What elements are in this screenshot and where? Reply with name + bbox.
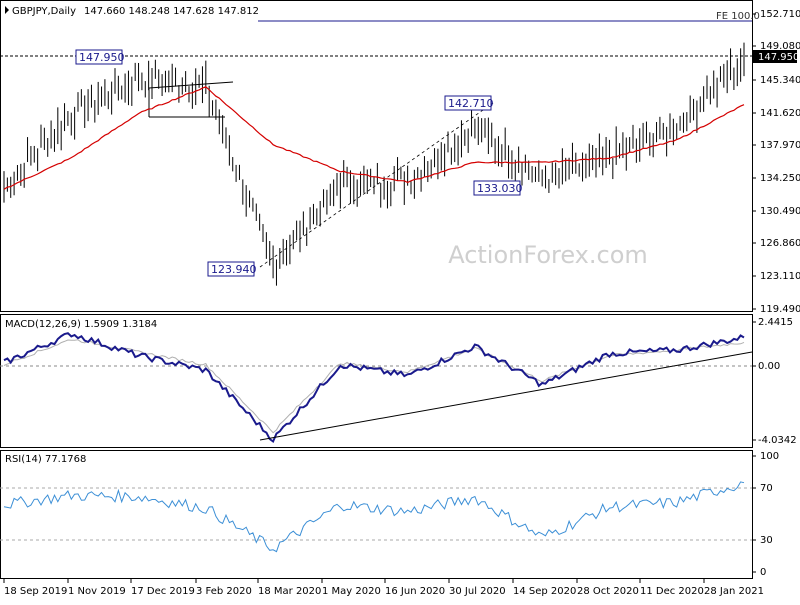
label-123940: 123.940 — [207, 261, 257, 277]
x-tick-label: 14 Sep 2020 — [513, 586, 576, 597]
x-tick-label: 30 Jul 2020 — [449, 586, 506, 597]
svg-text:142.710: 142.710 — [448, 97, 494, 110]
macd-panel-frame — [0, 314, 753, 448]
y-tick-label: 70 — [760, 483, 773, 494]
y-tick-label: 149.080 — [760, 41, 800, 52]
y-tick-label: 119.490 — [760, 304, 800, 315]
y-tick-label: 2.4415 — [758, 317, 793, 328]
y-tick-label: -4.0342 — [758, 435, 797, 446]
moving-average-line — [3, 86, 745, 190]
x-tick-label: 3 Feb 2020 — [196, 586, 252, 597]
y-tick-label: 137.970 — [760, 140, 800, 151]
y-tick-label: 145.340 — [760, 75, 800, 86]
macd-line — [3, 332, 745, 444]
y-tick-label: 30 — [760, 535, 773, 546]
svg-text:123.940: 123.940 — [211, 263, 257, 276]
label-133030: 133.030 — [473, 180, 523, 196]
svg-text:133.030: 133.030 — [477, 182, 523, 195]
x-tick-label: 18 Sep 2019 — [4, 586, 67, 597]
x-tick-label: 18 Mar 2020 — [258, 586, 321, 597]
y-tick-label: 0.00 — [758, 361, 780, 372]
y-tick-label: 134.250 — [760, 173, 800, 184]
x-tick-label: 1 Nov 2019 — [68, 586, 126, 597]
x-tick-label: 28 Jan 2021 — [704, 586, 764, 597]
macd-signal-line — [3, 339, 745, 434]
y-tick-label: 100 — [760, 451, 779, 462]
svg-text:147.660 148.248 147.628 147.81: 147.660 148.248 147.628 147.812 — [84, 6, 259, 17]
svg-text:147.950: 147.950 — [758, 52, 799, 63]
price-y-axis: 152.710 149.080 145.340 141.620 137.970 … — [752, 9, 800, 315]
x-tick-label: 16 Jun 2020 — [385, 586, 445, 597]
y-tick-label: 126.860 — [760, 238, 800, 249]
fe-label: FE 100.0 — [716, 11, 760, 22]
price-panel-frame — [0, 0, 753, 312]
label-147950: 147.950 — [75, 49, 125, 65]
x-tick-label: 1 May 2020 — [322, 586, 381, 597]
x-tick-label: 11 Dec 2020 — [640, 586, 704, 597]
x-tick-label: 17 Dec 2019 — [131, 586, 195, 597]
price-header: GBPJPY,Daily 147.660 148.248 147.628 147… — [5, 6, 259, 17]
macd-trendline — [259, 351, 753, 441]
current-price-marker: 147.950 — [752, 50, 799, 63]
channel-upper-line — [148, 81, 234, 89]
macd-header: MACD(12,26,9) 1.5909 1.3184 — [5, 319, 157, 330]
rsi-line — [3, 481, 745, 553]
svg-text:147.950: 147.950 — [79, 51, 125, 64]
y-tick-label: 130.490 — [760, 206, 800, 217]
rsi-y-axis: 100 70 30 0 — [752, 451, 779, 578]
rsi-panel-frame — [0, 450, 753, 579]
y-tick-label: 123.110 — [760, 271, 800, 282]
label-142710: 142.710 — [444, 95, 494, 111]
price-bars — [3, 42, 745, 286]
y-tick-label: 152.710 — [760, 9, 800, 20]
watermark: ActionForex.com — [448, 241, 648, 269]
x-axis: 18 Sep 2019 1 Nov 2019 17 Dec 2019 3 Feb 20… — [3, 579, 764, 597]
rsi-header: RSI(14) 77.1768 — [5, 454, 86, 465]
y-tick-label: 141.620 — [760, 108, 800, 119]
x-tick-label: 28 Oct 2020 — [577, 586, 639, 597]
macd-y-axis: 2.4415 0.00 -4.0342 — [752, 317, 797, 446]
svg-text:GBPJPY,Daily: GBPJPY,Daily — [12, 6, 76, 17]
y-tick-label: 0 — [760, 567, 766, 578]
